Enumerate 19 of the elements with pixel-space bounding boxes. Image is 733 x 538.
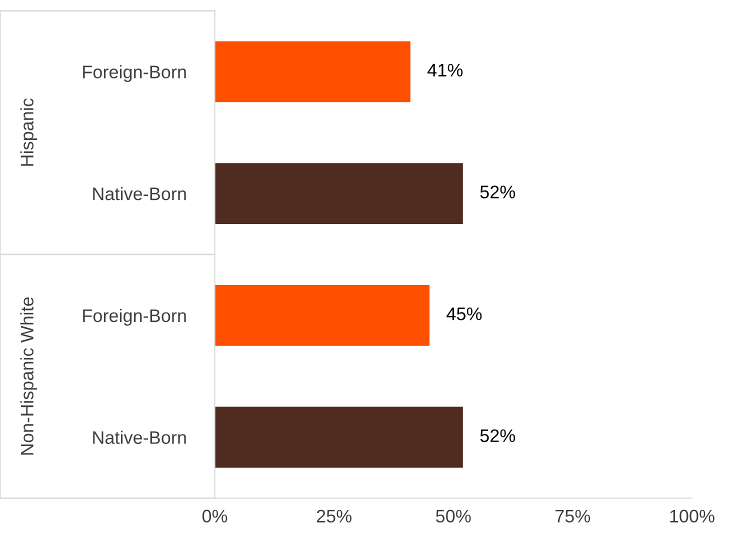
y-tick-label: Foreign-Born bbox=[83, 65, 186, 82]
y-tick-label: Native-Born bbox=[93, 430, 186, 444]
data-label: 45% bbox=[446, 308, 482, 320]
text: Hispanic bbox=[20, 98, 38, 166]
data-label: 52% bbox=[480, 186, 516, 198]
y-tick-label: Foreign-Born bbox=[83, 308, 186, 326]
x-tick-label: 0% bbox=[202, 510, 228, 523]
y-tick-label: Native-Born bbox=[93, 187, 186, 200]
bar bbox=[214, 41, 410, 102]
bar bbox=[214, 406, 463, 468]
text: Non-Hispanic White bbox=[20, 297, 38, 455]
data-label: 52% bbox=[480, 429, 516, 442]
x-tick-label: 75% bbox=[556, 510, 590, 523]
x-tick-label: 25% bbox=[316, 510, 352, 523]
bar bbox=[214, 284, 430, 346]
data-label: 41% bbox=[427, 64, 463, 76]
bar bbox=[214, 163, 463, 224]
x-tick-label: 50% bbox=[436, 510, 471, 523]
x-tick-label: 100% bbox=[670, 510, 714, 523]
